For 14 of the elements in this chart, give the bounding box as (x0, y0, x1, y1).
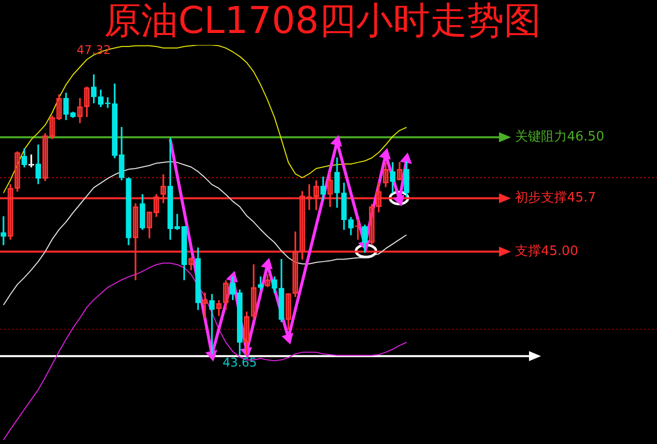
annotation: 47.32 (76, 42, 111, 57)
point (400, 152, 412, 164)
point (226, 270, 238, 283)
point (330, 135, 342, 147)
ref-line-label: 支撑45.00 (515, 244, 578, 260)
chart-title: 原油CL1708四小时走势图 (103, 0, 542, 42)
ref-line-label: 初步支撑45.7 (515, 190, 596, 206)
point (205, 350, 218, 362)
point (282, 332, 294, 345)
ref-line-label: 关键阻力46.50 (515, 130, 604, 145)
point (260, 258, 273, 270)
candlestick (209, 294, 215, 354)
annotation: 43.65 (222, 356, 257, 370)
point (378, 148, 391, 160)
